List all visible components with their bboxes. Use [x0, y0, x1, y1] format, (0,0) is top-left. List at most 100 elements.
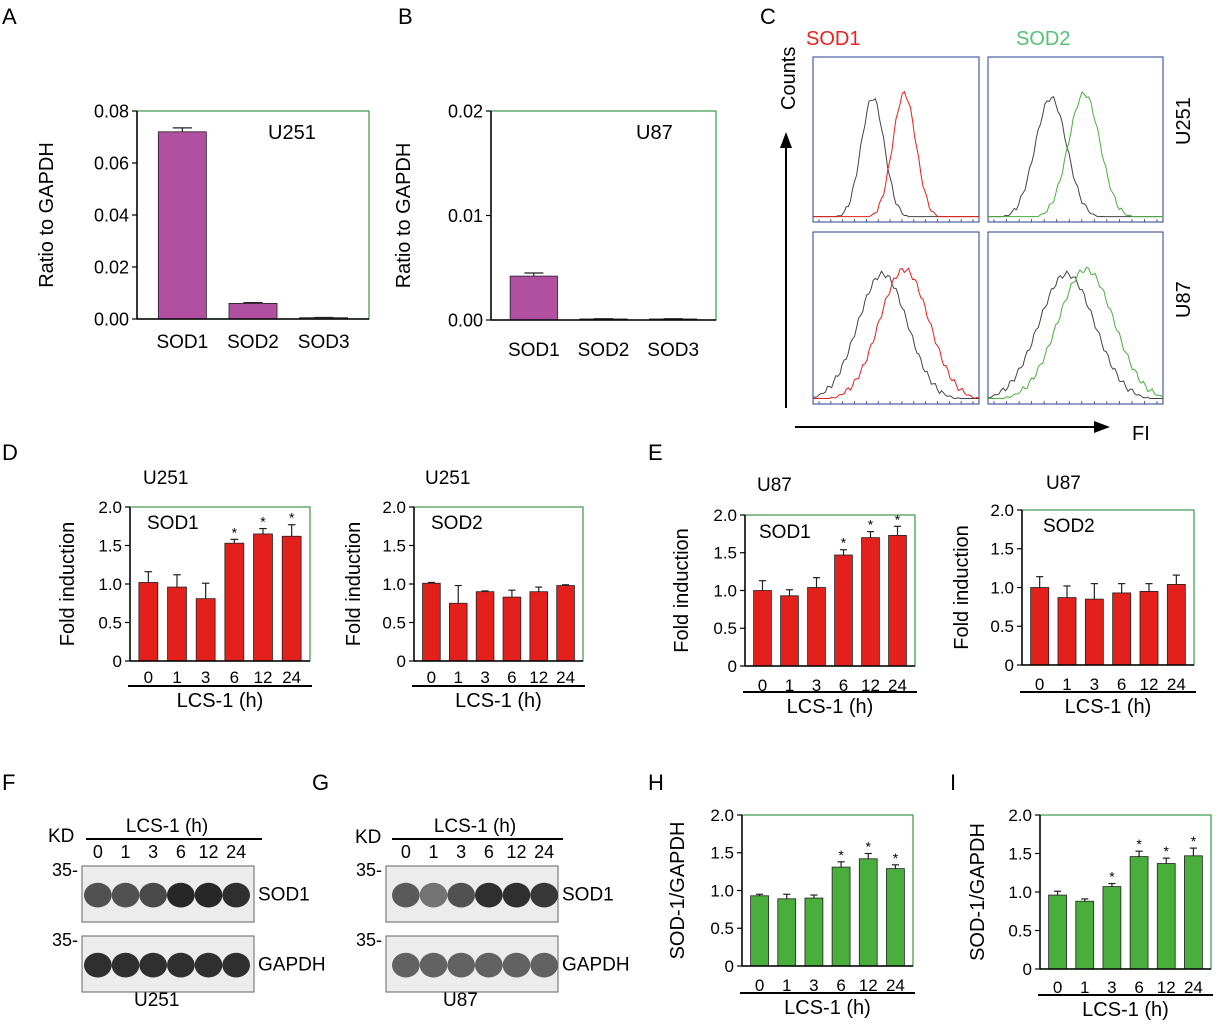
- sample-histogram: [988, 266, 1164, 399]
- x-tick-label: 0: [144, 668, 153, 687]
- histogram-frame: [987, 231, 1164, 405]
- blot-band-gapdh: [111, 952, 140, 978]
- x-tick-label: 1: [1062, 675, 1071, 694]
- y-axis-label: Fold induction: [343, 522, 365, 647]
- y-tick-label: 0: [728, 657, 737, 676]
- significance-marker: *: [893, 850, 899, 866]
- y-tick-label: 1.0: [713, 581, 737, 600]
- western-blot-f: KD LCS-1 (h) 0 1 3 6 12 24 35- SOD1 35- GAPDH U251: [48, 816, 326, 1011]
- blot-band-gapdh: [84, 952, 112, 978]
- x-tick-label: 0: [1035, 675, 1044, 694]
- blot-band-gapdh: [419, 952, 448, 978]
- cell-line-label: U251: [134, 990, 179, 1011]
- bar: [138, 582, 159, 662]
- western-blot-g: KD LCS-1 (h) 0 1 3 6 12 24 35- SOD1 35- GAPDH U87: [355, 816, 630, 1011]
- y-tick-label: 0.02: [448, 101, 483, 121]
- y-tick-label: 1.0: [1008, 883, 1032, 902]
- lane-label: 0: [93, 842, 103, 862]
- bar: [1084, 598, 1104, 666]
- lane-label: 3: [456, 842, 466, 862]
- x-tick-label: 6: [839, 676, 848, 695]
- blot-band-gapdh: [194, 952, 223, 978]
- band-label: GAPDH: [562, 955, 630, 976]
- molecular-weight-marker: 35-: [356, 930, 382, 950]
- y-tick-label: 1.5: [382, 536, 406, 555]
- x-tick-label: 6: [836, 976, 845, 995]
- band-label: GAPDH: [258, 955, 326, 976]
- x-axis-label: LCS-1 (h): [784, 997, 871, 1019]
- bar: [475, 591, 495, 662]
- blot-band-gapdh: [447, 952, 475, 978]
- x-axis-label: LCS-1 (h): [455, 690, 542, 712]
- blot-band-gapdh: [167, 952, 195, 978]
- bar: [422, 582, 441, 662]
- sample-histogram: [988, 90, 1163, 218]
- flow-x-axis-label: FI: [1132, 423, 1150, 445]
- x-tick-label: 6: [1134, 978, 1143, 997]
- kd-label: KD: [48, 826, 74, 847]
- y-axis-label: Fold induction: [951, 525, 973, 650]
- x-tick-label: SOD2: [227, 332, 279, 353]
- bar: [834, 554, 853, 667]
- x-tick-label: 12: [1140, 675, 1159, 694]
- x-tick-label: SOD1: [508, 340, 560, 361]
- bar: [831, 866, 851, 967]
- x-axis-label: LCS-1 (h): [787, 696, 874, 718]
- flow-title-sod1: SOD1: [806, 28, 860, 50]
- significance-marker: *: [838, 847, 844, 863]
- bar: [556, 585, 575, 662]
- bar: [253, 533, 273, 662]
- x-tick-label: 12: [859, 976, 878, 995]
- panel-letter-d: D: [2, 440, 18, 465]
- y-tick-label: 0.5: [382, 613, 406, 632]
- x-tick-label: 3: [812, 676, 821, 695]
- x-tick-label: 3: [1107, 978, 1116, 997]
- chart-title: U87: [636, 122, 673, 144]
- x-tick-label: 24: [888, 676, 907, 695]
- histogram-frame: [812, 231, 980, 405]
- bar: [886, 868, 905, 967]
- y-tick-label: 0: [725, 957, 734, 976]
- blot-band-gapdh: [392, 952, 420, 978]
- significance-marker: *: [1109, 869, 1115, 885]
- lane-label: 12: [506, 842, 526, 862]
- blot-band-sod1: [530, 882, 559, 908]
- flow-x-arrowhead: [1094, 421, 1110, 433]
- x-tick-label: 12: [1157, 978, 1176, 997]
- significance-marker: *: [1136, 836, 1142, 852]
- y-tick-label: 0.5: [98, 613, 122, 632]
- chart-title: U251: [143, 468, 188, 489]
- x-tick-label: SOD3: [298, 332, 350, 353]
- bar: [1129, 856, 1149, 970]
- x-tick-label: SOD3: [647, 340, 699, 361]
- x-tick-label: 6: [1117, 675, 1126, 694]
- lane-label: 3: [148, 842, 158, 862]
- y-tick-label: 1.5: [713, 544, 737, 563]
- bar: [509, 275, 558, 321]
- bar: [861, 537, 880, 667]
- y-tick-label: 2.0: [990, 501, 1014, 520]
- x-tick-label: 0: [755, 976, 764, 995]
- x-tick-label: 3: [201, 668, 210, 687]
- blot-band-gapdh: [475, 952, 503, 978]
- bar: [1075, 900, 1095, 970]
- lane-label: 24: [226, 842, 246, 862]
- y-tick-label: 1.0: [98, 575, 122, 594]
- bar: [1166, 584, 1186, 666]
- x-tick-label: 24: [556, 668, 575, 687]
- x-axis-label: LCS-1 (h): [1082, 999, 1169, 1021]
- y-tick-label: 0: [397, 652, 406, 671]
- bar: [195, 598, 216, 662]
- chart-title: U251: [268, 122, 316, 144]
- significance-marker: *: [232, 524, 238, 540]
- y-tick-label: 0: [1005, 656, 1014, 675]
- bar: [777, 898, 797, 967]
- bar: [157, 131, 207, 320]
- y-tick-label: 1.0: [382, 575, 406, 594]
- x-axis-label: LCS-1 (h): [177, 690, 264, 712]
- bar: [1048, 894, 1067, 970]
- y-axis-label: Fold induction: [57, 522, 79, 647]
- flow-cytometry-panel: SOD1 SOD2 Counts U251 U87 FI: [778, 28, 1195, 445]
